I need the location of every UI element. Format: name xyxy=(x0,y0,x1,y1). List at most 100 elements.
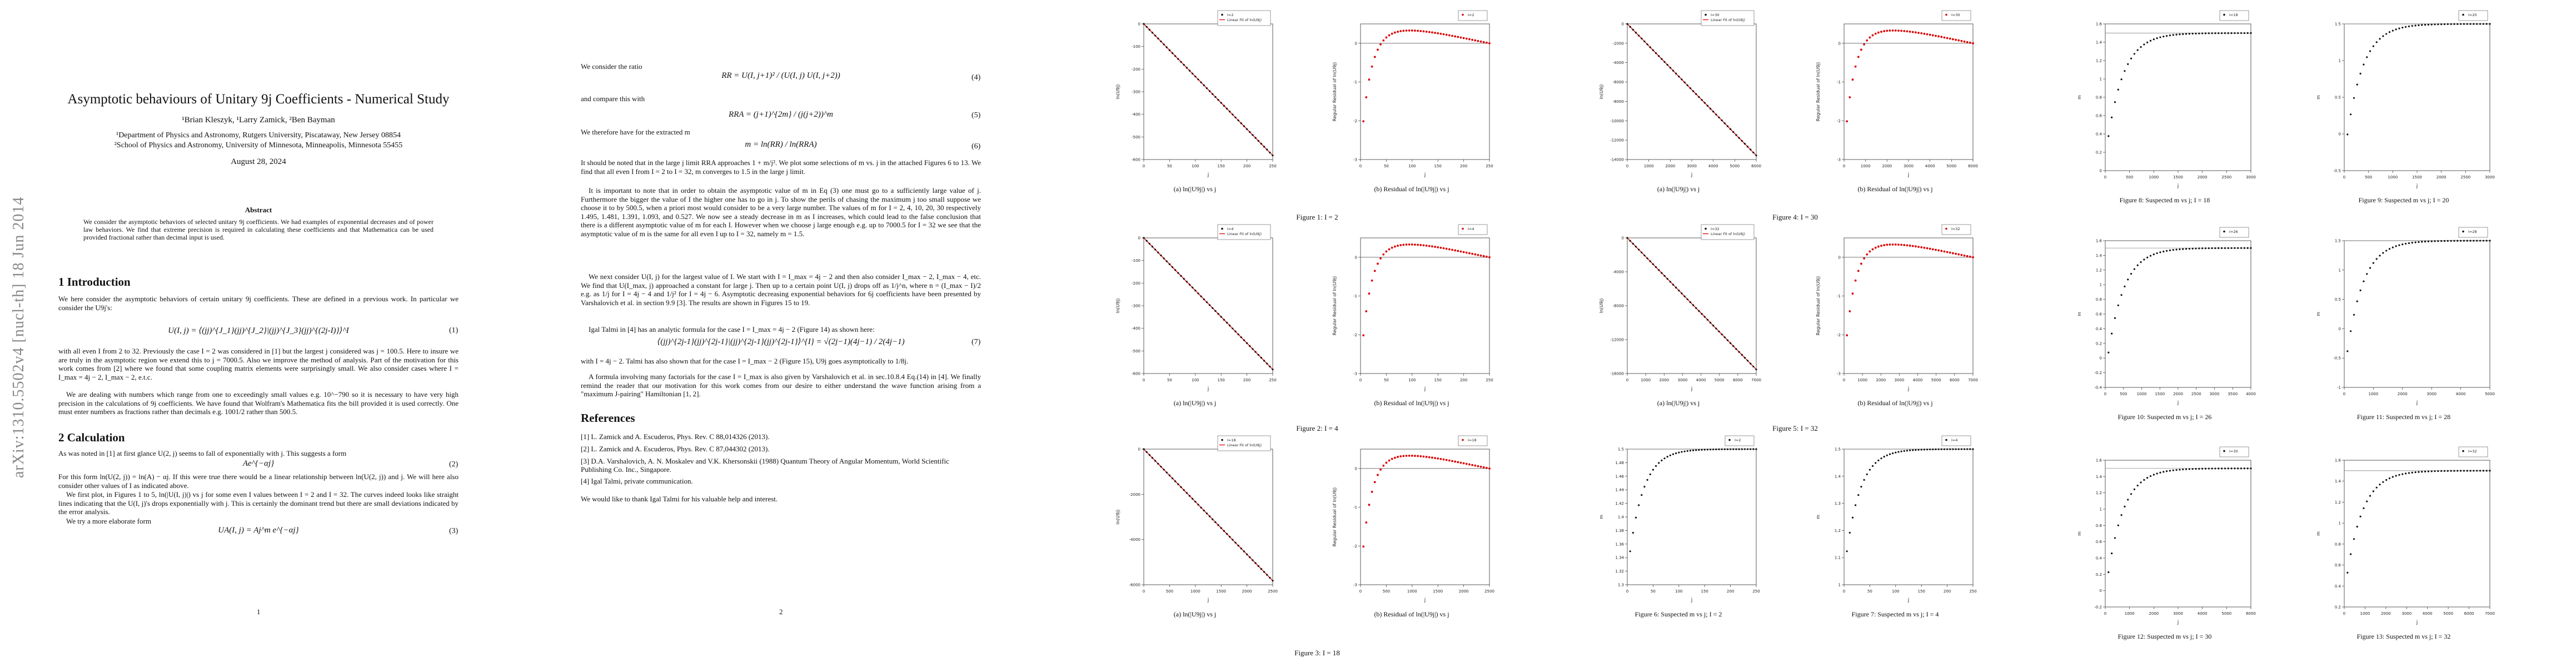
plot-frame xyxy=(2344,460,2490,608)
residual-point xyxy=(1393,456,1396,459)
chart-f5b: 0 1000 2000 3000 4000 5000 6000 7000 -3 -2 -1 0 j Reg… xyxy=(1812,222,1979,411)
y-tick-label: 1.1 xyxy=(1835,556,1841,560)
data-point xyxy=(1260,357,1262,359)
y-axis-label: ln(U9j) xyxy=(1115,298,1120,313)
data-point xyxy=(1157,37,1159,39)
m-point xyxy=(2234,467,2236,470)
m-point xyxy=(2479,240,2482,242)
x-tick-label: 2000 xyxy=(2149,611,2159,616)
data-point xyxy=(1165,471,1168,474)
data-point xyxy=(1655,266,1657,268)
figure-3-caption: Figure 3: I = 18 xyxy=(1294,649,1340,657)
y-tick-label: -8000 xyxy=(1613,99,1624,104)
x-tick-label: 2000 xyxy=(1242,589,1252,594)
residual-point xyxy=(1894,243,1897,246)
x-tick-label: 3000 xyxy=(2485,175,2495,180)
x-tick-label: 150 xyxy=(1218,164,1225,168)
data-point xyxy=(1712,111,1715,113)
m-point xyxy=(2130,272,2132,275)
data-point xyxy=(1701,313,1703,315)
p2-para-talmi: Igal Talmi in [4] has an analytic formul… xyxy=(589,325,875,334)
x-tick-label: 2000 xyxy=(1459,589,1469,594)
m-point xyxy=(2359,515,2361,517)
m-point xyxy=(2234,247,2236,249)
y-tick-label: 1.48 xyxy=(1615,461,1624,465)
residual-point xyxy=(1488,467,1491,470)
data-point xyxy=(1194,76,1197,78)
y-tick-label: -3 xyxy=(1353,158,1357,162)
m-point xyxy=(2143,43,2145,46)
data-point xyxy=(1678,76,1680,78)
m-point xyxy=(2363,507,2365,509)
m-point xyxy=(2234,32,2236,34)
m-point xyxy=(2156,252,2158,255)
legend-label: I=18 xyxy=(1227,438,1236,442)
equation-7-number: (7) xyxy=(971,338,981,346)
plot-frame xyxy=(1627,449,1757,585)
m-point xyxy=(2185,468,2188,470)
data-point xyxy=(1223,530,1225,532)
residual-point xyxy=(1940,250,1943,252)
data-point xyxy=(1197,292,1199,295)
legend-box xyxy=(2219,446,2249,457)
data-point xyxy=(1689,301,1692,303)
data-point xyxy=(1208,515,1211,517)
chart-f11: 0 1000 2000 3000 4000 5000 -1 -0.5 0 0.5 1 1.5 j m I=2… xyxy=(2312,225,2495,425)
residual-point xyxy=(1874,246,1877,249)
data-point xyxy=(1715,113,1717,116)
x-tick-label: 200 xyxy=(1460,164,1467,168)
residual-point xyxy=(1471,38,1473,41)
residual-point xyxy=(1891,243,1894,246)
y-tick-label: -1 xyxy=(1353,294,1357,298)
y-tick-label: 1.6 xyxy=(2096,239,2102,243)
y-tick-label: -100 xyxy=(1132,258,1140,263)
data-point xyxy=(1143,23,1145,25)
residual-point xyxy=(1851,292,1854,295)
y-tick-label: 0.2 xyxy=(2335,605,2341,610)
x-tick-label: 0 xyxy=(1626,589,1628,594)
p2-compare: and compare this with xyxy=(581,94,645,103)
m-point xyxy=(1643,486,1646,488)
x-axis-label: j xyxy=(1424,386,1426,392)
m-point xyxy=(2130,57,2132,59)
subfigure-caption: (b) Residual of ln(|U9j|) vs j xyxy=(1374,610,1449,618)
residual-point xyxy=(1434,457,1436,459)
y-tick-label: -12000 xyxy=(1610,138,1624,143)
y-tick-label: 0 xyxy=(2100,169,2102,173)
chart-f4b: 0 1000 2000 3000 4000 5000 6000 -3 -2 -1 0 j Regular… xyxy=(1812,8,1979,197)
m-point xyxy=(1960,448,1962,450)
data-point xyxy=(1260,143,1262,145)
residual-point xyxy=(1397,245,1399,247)
m-point xyxy=(1715,448,1717,451)
residual-point xyxy=(1462,462,1465,465)
m-point xyxy=(1706,449,1708,451)
residual-point xyxy=(1451,248,1453,251)
data-point xyxy=(1678,290,1680,292)
x-tick-label: 2000 xyxy=(1882,164,1892,168)
residual-point xyxy=(1474,464,1477,467)
m-point xyxy=(2246,467,2249,470)
residual-point xyxy=(1434,246,1436,248)
data-point xyxy=(1675,72,1677,75)
x-tick-label: 3000 xyxy=(2173,611,2183,616)
m-point xyxy=(2117,524,2119,526)
m-point xyxy=(2411,242,2413,244)
data-point xyxy=(1225,107,1228,110)
residual-point xyxy=(1388,34,1391,37)
data-point xyxy=(1257,354,1259,356)
residual-point xyxy=(1373,270,1376,272)
m-point xyxy=(2366,273,2368,275)
subfigure-caption: Figure 6: Suspected m vs j; I = 2 xyxy=(1635,610,1722,618)
residual-point xyxy=(1914,245,1917,248)
m-point xyxy=(1955,448,1957,450)
x-tick-label: 1000 xyxy=(2388,175,2398,180)
residual-point xyxy=(1955,252,1957,255)
x-axis-label: j xyxy=(2177,183,2179,189)
x-tick-label: 4000 xyxy=(1708,164,1718,168)
m-point xyxy=(1689,450,1692,452)
data-point xyxy=(1229,111,1231,113)
m-point xyxy=(1969,448,1971,450)
data-point xyxy=(1730,342,1732,344)
data-point xyxy=(1269,576,1271,579)
m-point xyxy=(2476,470,2478,472)
